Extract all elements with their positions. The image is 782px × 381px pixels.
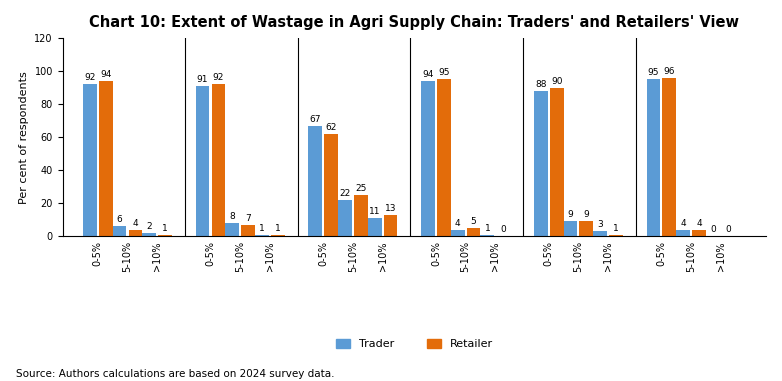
Text: 1: 1 — [275, 224, 281, 232]
Bar — [142, 233, 156, 236]
Text: 0: 0 — [726, 225, 732, 234]
Bar — [594, 231, 607, 236]
Text: 90: 90 — [551, 77, 562, 86]
Text: 95: 95 — [647, 69, 659, 77]
Bar — [437, 79, 450, 236]
Bar — [212, 84, 225, 236]
Text: Source: Authors calculations are based on 2024 survey data.: Source: Authors calculations are based o… — [16, 369, 334, 379]
Text: 92: 92 — [84, 74, 95, 82]
Text: 2: 2 — [146, 222, 152, 231]
Bar — [467, 228, 480, 236]
Text: 96: 96 — [664, 67, 675, 76]
Text: 6: 6 — [117, 215, 123, 224]
Bar — [647, 79, 660, 236]
Text: 1: 1 — [613, 224, 619, 232]
Bar — [83, 84, 97, 236]
Text: 7: 7 — [246, 214, 251, 223]
Bar — [325, 134, 338, 236]
Bar — [308, 126, 322, 236]
Text: 88: 88 — [535, 80, 547, 89]
Bar — [692, 230, 706, 236]
Text: 13: 13 — [385, 204, 396, 213]
Bar — [480, 235, 494, 236]
Y-axis label: Per cent of respondents: Per cent of respondents — [19, 71, 29, 203]
Legend: Trader, Retailer: Trader, Retailer — [332, 334, 497, 354]
Bar — [99, 81, 113, 236]
Bar — [158, 235, 172, 236]
Bar — [128, 230, 142, 236]
Bar — [676, 230, 690, 236]
Bar — [662, 78, 676, 236]
Text: 95: 95 — [438, 69, 450, 77]
Text: 0: 0 — [500, 225, 506, 234]
Text: 4: 4 — [455, 219, 461, 227]
Bar — [242, 225, 255, 236]
Text: 9: 9 — [583, 210, 589, 219]
Text: 62: 62 — [325, 123, 337, 132]
Text: 4: 4 — [133, 219, 138, 227]
Bar — [113, 226, 127, 236]
Bar — [550, 88, 564, 236]
Text: 94: 94 — [100, 70, 112, 79]
Bar — [564, 221, 577, 236]
Text: 1: 1 — [259, 224, 265, 232]
Bar — [534, 91, 547, 236]
Bar — [271, 235, 285, 236]
Text: 4: 4 — [696, 219, 702, 227]
Text: 8: 8 — [229, 212, 235, 221]
Text: 9: 9 — [568, 210, 573, 219]
Text: 1: 1 — [485, 224, 490, 232]
Text: 4: 4 — [680, 219, 686, 227]
Text: 25: 25 — [355, 184, 367, 193]
Text: 3: 3 — [597, 220, 603, 229]
Bar — [196, 86, 210, 236]
Bar — [579, 221, 594, 236]
Text: 1: 1 — [163, 224, 168, 232]
Title: Chart 10: Extent of Wastage in Agri Supply Chain: Traders' and Retailers' View: Chart 10: Extent of Wastage in Agri Supp… — [89, 15, 740, 30]
Text: 91: 91 — [197, 75, 208, 84]
Text: 22: 22 — [339, 189, 350, 198]
Text: 94: 94 — [422, 70, 434, 79]
Text: 0: 0 — [710, 225, 716, 234]
Bar — [421, 81, 435, 236]
Text: 92: 92 — [213, 74, 224, 82]
Text: 11: 11 — [369, 207, 380, 216]
Text: 5: 5 — [471, 217, 476, 226]
Bar — [368, 218, 382, 236]
Bar — [609, 235, 623, 236]
Bar — [225, 223, 239, 236]
Text: 67: 67 — [310, 115, 321, 123]
Bar — [338, 200, 352, 236]
Bar — [450, 230, 465, 236]
Bar — [354, 195, 368, 236]
Bar — [255, 235, 269, 236]
Bar — [384, 215, 397, 236]
